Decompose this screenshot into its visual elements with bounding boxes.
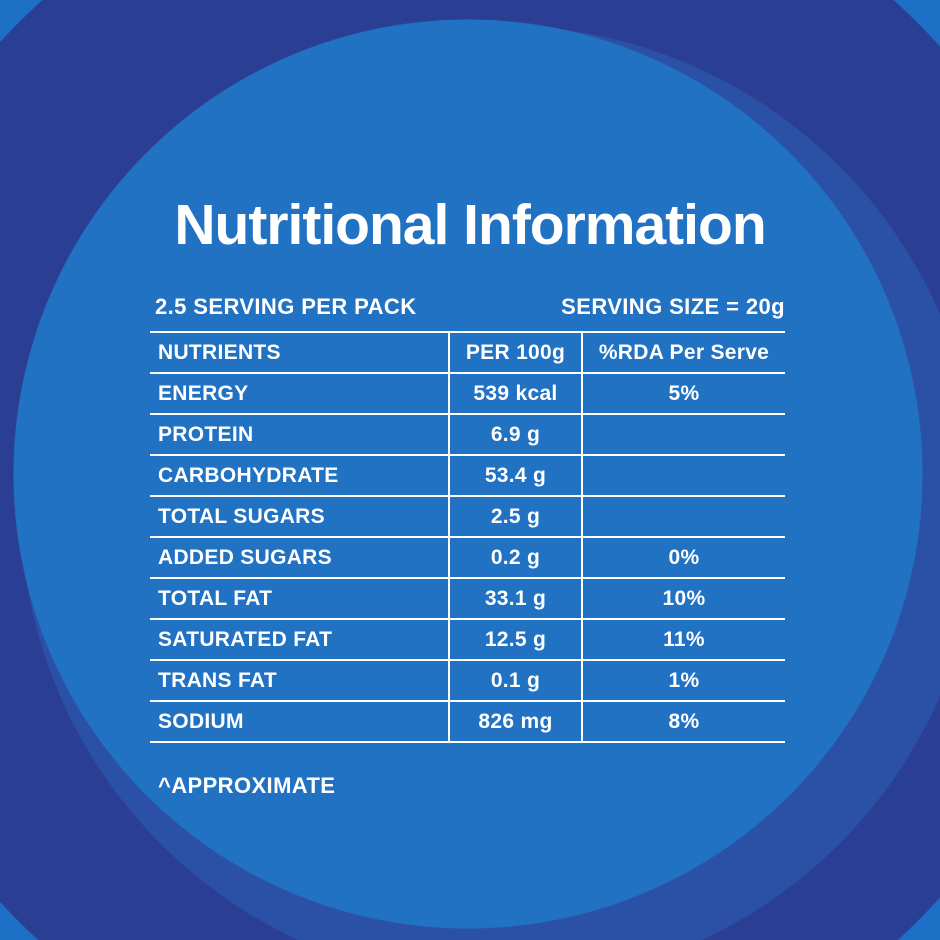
nutrient-per-100g-value: 6.9 g <box>448 414 583 456</box>
nutrient-rda-per-serve-value: 8% <box>582 701 785 743</box>
table-row: TOTAL FAT 33.1 g 10% <box>150 578 785 620</box>
nutrient-name: TOTAL FAT <box>150 578 449 620</box>
nutrient-rda-per-serve-value: 0% <box>582 537 785 579</box>
column-header-nutrients: NUTRIENTS <box>150 332 449 374</box>
nutrient-rda-per-serve-value: 10% <box>582 578 785 620</box>
nutrition-table: NUTRIENTS PER 100g %RDA Per Serve ENERGY… <box>150 331 785 743</box>
table-row: ADDED SUGARS 0.2 g 0% <box>150 537 785 579</box>
table-row: PROTEIN 6.9 g <box>150 414 785 456</box>
nutrient-per-100g-value: 539 kcal <box>448 373 583 415</box>
table-header-row: NUTRIENTS PER 100g %RDA Per Serve <box>150 332 785 374</box>
nutrient-rda-per-serve-value: 1% <box>582 660 785 702</box>
nutrient-per-100g-value: 0.2 g <box>448 537 583 579</box>
approximate-footnote: ^APPROXIMATE <box>158 773 336 798</box>
table-row: CARBOHYDRATE 53.4 g <box>150 455 785 497</box>
nutrient-name: ADDED SUGARS <box>150 537 449 579</box>
serving-size-text: SERVING SIZE = 20g <box>561 294 785 319</box>
servings-per-pack-text: 2.5 SERVING PER PACK <box>155 294 417 319</box>
nutrient-name: CARBOHYDRATE <box>150 455 449 497</box>
nutrient-name: SATURATED FAT <box>150 619 449 661</box>
column-header-rda-per-serve: %RDA Per Serve <box>582 332 785 374</box>
nutrient-per-100g-value: 826 mg <box>448 701 583 743</box>
table-row: ENERGY 539 kcal 5% <box>150 373 785 415</box>
table-row: SATURATED FAT 12.5 g 11% <box>150 619 785 661</box>
nutrient-rda-per-serve-value: 11% <box>582 619 785 661</box>
nutrient-per-100g-value: 12.5 g <box>448 619 583 661</box>
nutrient-name: TRANS FAT <box>150 660 449 702</box>
nutrient-name: TOTAL SUGARS <box>150 496 449 538</box>
table-row: TRANS FAT 0.1 g 1% <box>150 660 785 702</box>
serving-info-row: 2.5 SERVING PER PACK SERVING SIZE = 20g <box>150 294 785 320</box>
nutrient-rda-per-serve-value: 5% <box>582 373 785 415</box>
page-title: Nutritional Information <box>174 193 766 257</box>
table-row: TOTAL SUGARS 2.5 g <box>150 496 785 538</box>
nutrient-per-100g-value: 33.1 g <box>448 578 583 620</box>
nutrient-name: PROTEIN <box>150 414 449 456</box>
nutrient-per-100g-value: 2.5 g <box>448 496 583 538</box>
nutrient-rda-per-serve-value <box>582 414 785 456</box>
nutrient-rda-per-serve-value <box>582 496 785 538</box>
nutrient-per-100g-value: 53.4 g <box>448 455 583 497</box>
nutrient-per-100g-value: 0.1 g <box>448 660 583 702</box>
column-header-per-100g: PER 100g <box>448 332 583 374</box>
nutrient-name: ENERGY <box>150 373 449 415</box>
nutrient-rda-per-serve-value <box>582 455 785 497</box>
table-row: SODIUM 826 mg 8% <box>150 701 785 743</box>
nutrient-name: SODIUM <box>150 701 449 743</box>
nutrition-table-body: ENERGY 539 kcal 5% PROTEIN 6.9 g CARBOHYDRATE… <box>150 373 785 743</box>
